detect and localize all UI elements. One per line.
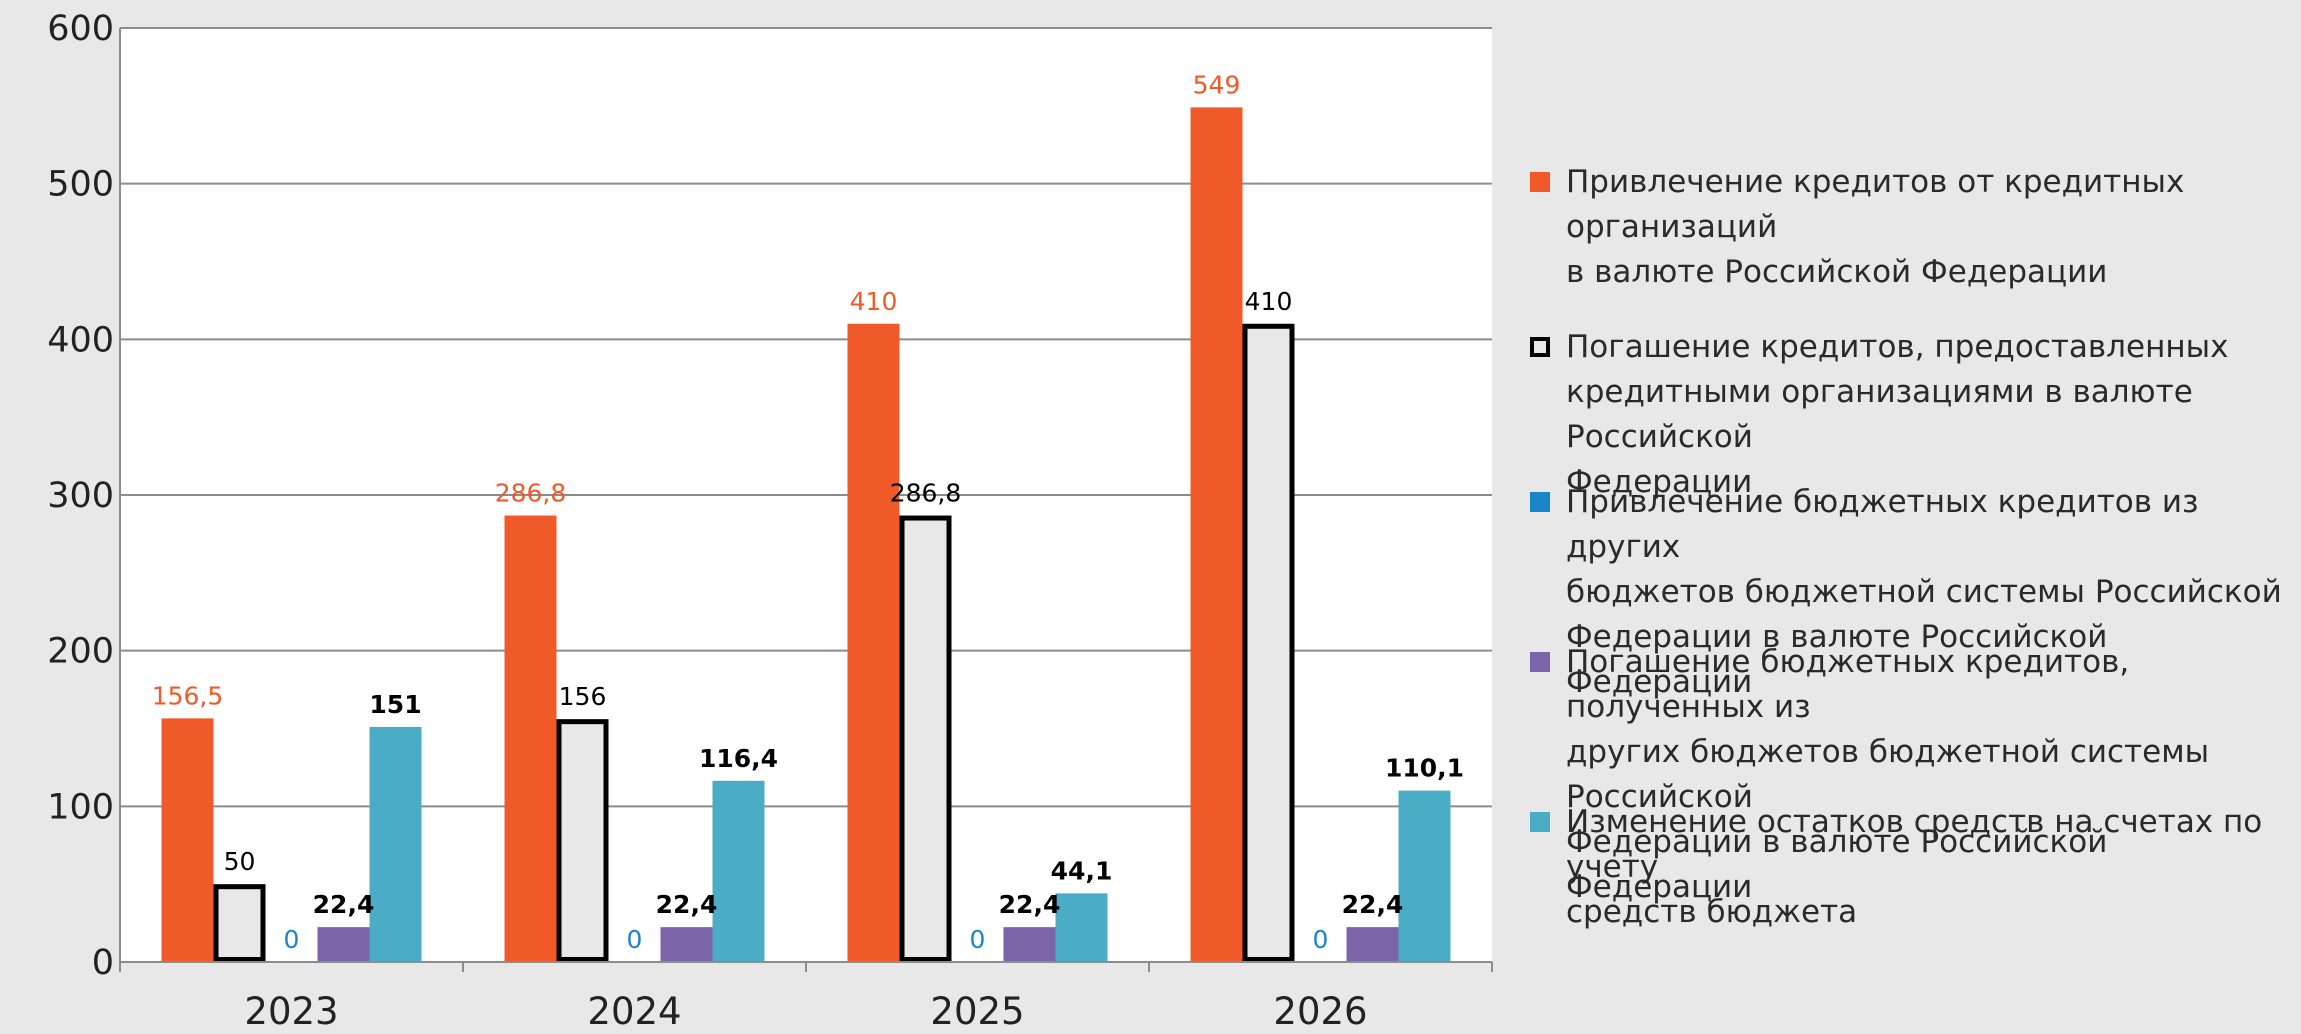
legend-label-line: Федерации [1566,464,1753,500]
legend-swatch [1530,337,1550,357]
legend-swatch [1530,492,1550,512]
legend-item: Привлечение кредитов от кредитных органи… [1530,160,2300,295]
data-label: 286,8 [890,479,962,508]
x-tick-label: 2025 [930,990,1024,1033]
bar [1055,893,1108,962]
bar [712,780,765,962]
data-label: 110,1 [1385,754,1464,783]
legend-label-line: Погашение кредитов, предоставленных [1566,329,2229,365]
y-tick-label: 600 [47,9,114,49]
bar [213,884,266,963]
bar [369,726,422,962]
gridlines [120,27,1492,808]
bar [660,927,713,962]
legend-label-line: бюджетов бюджетной системы Российской [1566,574,2282,610]
bar [899,515,952,962]
legend-label: Погашение бюджетных кредитов, полученных… [1566,640,2300,910]
x-tick-label: 2023 [244,990,338,1033]
bars [161,107,1451,963]
legend-swatch [1530,172,1550,192]
legend-label-line: средств бюджета [1566,894,1858,930]
x-tick-label: 2024 [587,990,681,1033]
legend-label-line: других бюджетов бюджетной системы Россий… [1566,734,2210,815]
legend-item: Погашение кредитов, предоставленных креди… [1530,325,2300,505]
legend-label-line: кредитными организациями в валюте Россий… [1566,374,2193,455]
legend-label-line: Федерации в валюте Российской Федерации [1566,619,2108,700]
data-label: 22,4 [313,890,375,919]
data-label: 50 [224,847,256,876]
data-label: 286,8 [495,479,567,508]
legend-label-line: Привлечение кредитов от кредитных органи… [1566,164,2185,245]
legend-label: Привлечение бюджетных кредитов из других… [1566,480,2300,705]
bar [1398,790,1451,962]
data-label: 22,4 [999,890,1061,919]
data-label: 0 [1313,925,1329,954]
legend-label: Привлечение кредитов от кредитных органи… [1566,160,2300,295]
bar [317,927,370,962]
legend-label: Изменение остатков средств на счетах по … [1566,800,2300,935]
legend-label-line: в валюте Российской Федерации [1566,254,2108,290]
legend-label-line: Погашение бюджетных кредитов, полученных… [1566,644,2130,725]
y-tick-label: 300 [47,476,114,516]
legend-label: Погашение кредитов, предоставленных креди… [1566,325,2300,505]
bar [1190,107,1243,962]
y-tick-label: 500 [47,165,114,205]
legend-item: Привлечение бюджетных кредитов из других… [1530,480,2300,705]
data-label: 549 [1193,70,1241,99]
legend-item: Погашение бюджетных кредитов, полученных… [1530,640,2300,910]
data-label: 410 [850,287,898,316]
data-labels: 156,5 286,8 410 549 50 156 286,8 410 0 0 0 0 22,4 22,… [152,70,1464,954]
bar [556,719,609,962]
bar [1003,927,1056,962]
data-label: 22,4 [1342,890,1404,919]
data-label: 44,1 [1051,856,1113,885]
bar [1346,927,1399,962]
bar [1242,323,1295,962]
y-tick-label: 200 [47,632,114,672]
data-label: 156 [559,682,607,711]
data-label: 0 [627,925,643,954]
x-tick-label: 2026 [1273,990,1367,1033]
data-label: 410 [1245,287,1293,316]
data-label: 151 [369,690,421,719]
legend-label-line: Изменение остатков средств на счетах по … [1566,804,2263,885]
bar [504,515,557,962]
data-label: 0 [284,925,300,954]
bar [161,718,214,962]
legend-label-line: Привлечение бюджетных кредитов из других [1566,484,2199,565]
y-tick-label: 400 [47,320,114,360]
bar [847,323,900,962]
data-label: 156,5 [152,681,224,710]
data-label: 0 [970,925,986,954]
y-tick-label: 0 [92,943,114,983]
legend-item: Изменение остатков средств на счетах по … [1530,800,2300,935]
legend-swatch [1530,652,1550,672]
legend-label-line: Федерации в валюте Российской Федерации [1566,824,2108,905]
data-label: 22,4 [656,890,718,919]
data-label: 116,4 [699,744,778,773]
y-tick-label: 100 [47,787,114,827]
legend-swatch [1530,812,1550,832]
